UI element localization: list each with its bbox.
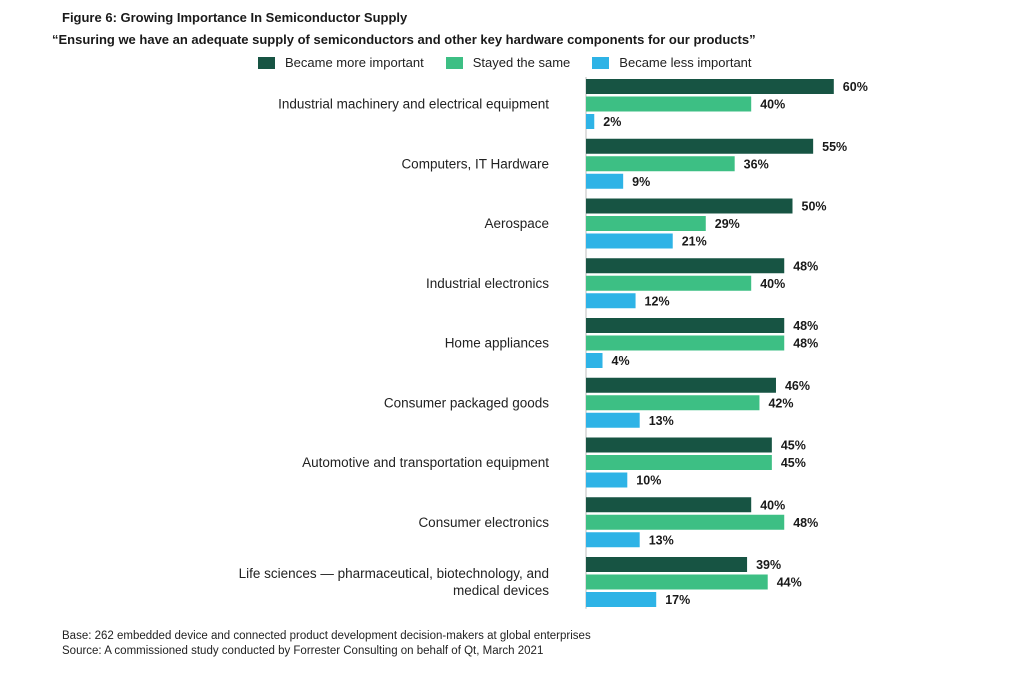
data-label-same-industrial-machinery-and-electrical-equipment: 40%: [760, 98, 785, 112]
data-label-same-life-sciences-pharmaceutical-biotechnology-and-medical-devices: 44%: [777, 576, 802, 590]
bar-same-aerospace: [586, 216, 706, 231]
data-label-less-important-computers-it-hardware: 9%: [632, 175, 650, 189]
bar-less-important-automotive-and-transportation-equipment: [586, 472, 628, 488]
bar-same-industrial-machinery-and-electrical-equipment: [586, 96, 752, 112]
data-label-same-consumer-packaged-goods: 42%: [768, 396, 793, 410]
bar-less-important-consumer-electronics: [586, 532, 640, 548]
legend-item-less-important: Became less important: [592, 55, 752, 70]
bar-more-important-consumer-electronics: [586, 497, 752, 513]
legend: Became more important Stayed the same Be…: [258, 55, 774, 70]
data-label-more-important-aerospace: 50%: [802, 200, 827, 214]
bar-less-important-computers-it-hardware: [586, 173, 624, 189]
legend-label-more-important: Became more important: [285, 55, 424, 70]
bar-same-consumer-electronics: [586, 514, 785, 530]
data-label-less-important-home-appliances: 4%: [612, 354, 630, 368]
category-label-consumer-packaged-goods: Consumer packaged goods: [384, 395, 549, 410]
bar-more-important-consumer-packaged-goods: [586, 377, 776, 393]
bar-more-important-automotive-and-transportation-equipment: [586, 437, 772, 453]
data-label-more-important-life-sciences-pharmaceutical-biotechnology-and-medical-devices: 39%: [756, 558, 781, 572]
bar-less-important-consumer-packaged-goods: [586, 412, 640, 428]
data-label-more-important-consumer-packaged-goods: 46%: [785, 379, 810, 393]
data-label-more-important-computers-it-hardware: 55%: [822, 140, 847, 154]
legend-item-more-important: Became more important: [258, 55, 424, 70]
legend-label-less-important: Became less important: [619, 55, 752, 70]
data-label-more-important-consumer-electronics: 40%: [760, 498, 785, 512]
bar-more-important-industrial-machinery-and-electrical-equipment: [586, 79, 834, 94]
bar-same-consumer-packaged-goods: [586, 395, 760, 411]
category-label-consumer-electronics: Consumer electronics: [418, 515, 549, 530]
data-label-more-important-industrial-machinery-and-electrical-equipment: 60%: [843, 80, 868, 94]
bar-same-life-sciences-pharmaceutical-biotechnology-and-medical-devices: [586, 574, 768, 590]
data-label-less-important-consumer-electronics: 13%: [649, 533, 674, 547]
data-label-same-computers-it-hardware: 36%: [744, 157, 769, 171]
legend-label-same: Stayed the same: [472, 55, 571, 70]
bar-more-important-industrial-electronics: [586, 258, 785, 274]
bar-more-important-home-appliances: [586, 318, 785, 333]
bar-less-important-industrial-machinery-and-electrical-equipment: [586, 114, 595, 129]
data-label-same-home-appliances: 48%: [793, 337, 818, 351]
category-label-industrial-machinery-and-electrical-equipment: Industrial machinery and electrical equi…: [278, 97, 549, 112]
category-label-life-sciences-pharmaceutical-biotechnology-and-medical-devices: medical devices: [453, 583, 549, 598]
data-label-same-consumer-electronics: 48%: [793, 516, 818, 530]
bar-same-computers-it-hardware: [586, 156, 735, 172]
category-label-industrial-electronics: Industrial electronics: [426, 276, 549, 291]
legend-swatch-more-important: [258, 56, 275, 69]
bar-less-important-life-sciences-pharmaceutical-biotechnology-and-medical-devices: [586, 592, 657, 607]
data-label-more-important-automotive-and-transportation-equipment: 45%: [781, 439, 806, 453]
bar-more-important-aerospace: [586, 198, 793, 214]
bar-less-important-aerospace: [586, 233, 673, 249]
data-label-less-important-automotive-and-transportation-equipment: 10%: [636, 474, 661, 488]
category-label-computers-it-hardware: Computers, IT Hardware: [401, 156, 549, 171]
data-label-same-industrial-electronics: 40%: [760, 277, 785, 291]
category-label-aerospace: Aerospace: [484, 216, 549, 231]
data-label-less-important-industrial-electronics: 12%: [645, 294, 670, 308]
data-label-less-important-aerospace: 21%: [682, 235, 707, 249]
bar-same-automotive-and-transportation-equipment: [586, 455, 772, 470]
data-label-same-aerospace: 29%: [715, 217, 740, 231]
bar-same-industrial-electronics: [586, 275, 752, 291]
legend-swatch-same: [445, 56, 463, 69]
base-note: Base: 262 embedded device and connected …: [62, 630, 591, 642]
data-label-same-automotive-and-transportation-equipment: 45%: [781, 456, 806, 470]
data-label-less-important-consumer-packaged-goods: 13%: [649, 414, 674, 428]
legend-swatch-less-important: [592, 56, 610, 69]
bar-less-important-industrial-electronics: [586, 293, 636, 309]
legend-item-same: Stayed the same: [445, 55, 571, 70]
bar-less-important-home-appliances: [586, 353, 603, 368]
category-label-automotive-and-transportation-equipment: Automotive and transportation equipment: [302, 455, 549, 470]
chart-title: Figure 6: Growing Importance In Semicond…: [62, 10, 408, 25]
data-label-less-important-life-sciences-pharmaceutical-biotechnology-and-medical-devices: 17%: [665, 593, 690, 607]
category-label-life-sciences-pharmaceutical-biotechnology-and-medical-devices: Life sciences — pharmaceutical, biotechn…: [239, 566, 549, 581]
bar-more-important-life-sciences-pharmaceutical-biotechnology-and-medical-devices: [586, 557, 748, 572]
chart-subtitle: “Ensuring we have an adequate supply of …: [52, 32, 756, 47]
bar-more-important-computers-it-hardware: [586, 138, 814, 154]
source-note: Source: A commissioned study conducted b…: [62, 645, 544, 657]
data-label-less-important-industrial-machinery-and-electrical-equipment: 2%: [603, 115, 621, 129]
bar-chart: Industrial machinery and electrical equi…: [239, 77, 868, 609]
category-label-home-appliances: Home appliances: [445, 336, 550, 351]
data-label-more-important-home-appliances: 48%: [793, 319, 818, 333]
bar-same-home-appliances: [586, 335, 785, 351]
data-label-more-important-industrial-electronics: 48%: [793, 259, 818, 273]
